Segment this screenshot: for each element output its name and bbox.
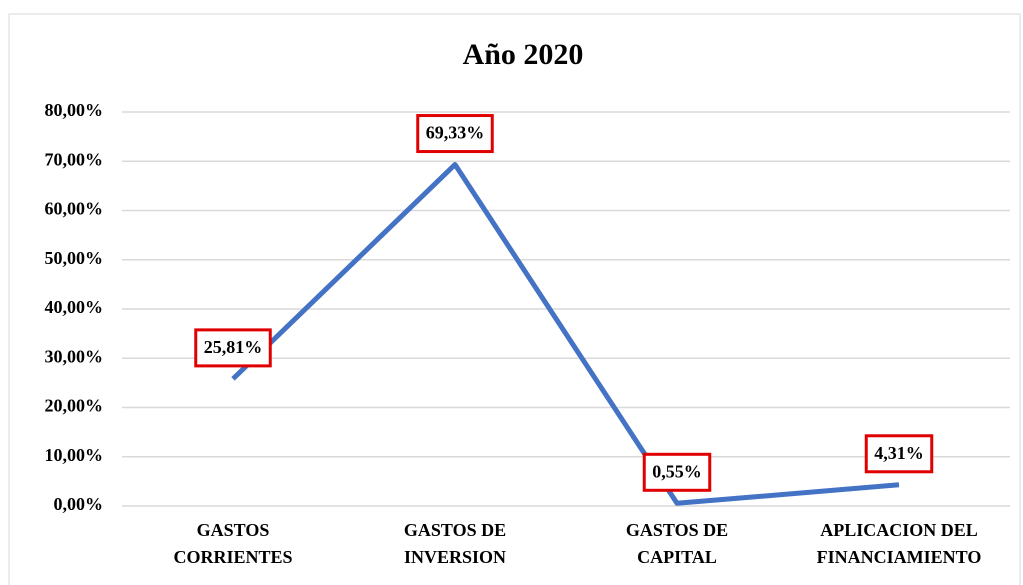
y-tick-label: 60,00%	[45, 199, 104, 219]
y-tick-label: 20,00%	[45, 396, 104, 416]
x-tick-label: GASTOS CORRIENTES	[173, 520, 292, 567]
data-label: 4,31%	[874, 443, 924, 463]
y-tick-label: 80,00%	[45, 100, 104, 120]
chart-title: Año 2020	[463, 38, 584, 71]
x-tick-label: GASTOS DE CAPITAL	[626, 520, 728, 567]
data-label-box	[194, 328, 272, 368]
y-tick-label: 0,00%	[54, 494, 104, 514]
data-label-box	[416, 114, 494, 154]
data-label: 0,55%	[652, 461, 702, 481]
x-tick-label: APLICACION DEL FINANCIAMIENTO	[817, 520, 982, 567]
y-tick-label: 30,00%	[45, 346, 104, 366]
data-label-box	[642, 452, 712, 492]
line	[231, 162, 900, 506]
y-tick-label: 40,00%	[45, 297, 104, 317]
y-tick-label: 70,00%	[45, 149, 104, 169]
x-tick-label: GASTOS DE INVERSION	[404, 520, 506, 567]
data-label-box	[864, 434, 934, 474]
y-tick-label: 10,00%	[45, 445, 104, 465]
chart-border	[8, 13, 1021, 585]
data-label: 69,33%	[426, 123, 485, 143]
data-label: 25,81%	[204, 337, 263, 357]
y-tick-label: 50,00%	[45, 248, 104, 268]
